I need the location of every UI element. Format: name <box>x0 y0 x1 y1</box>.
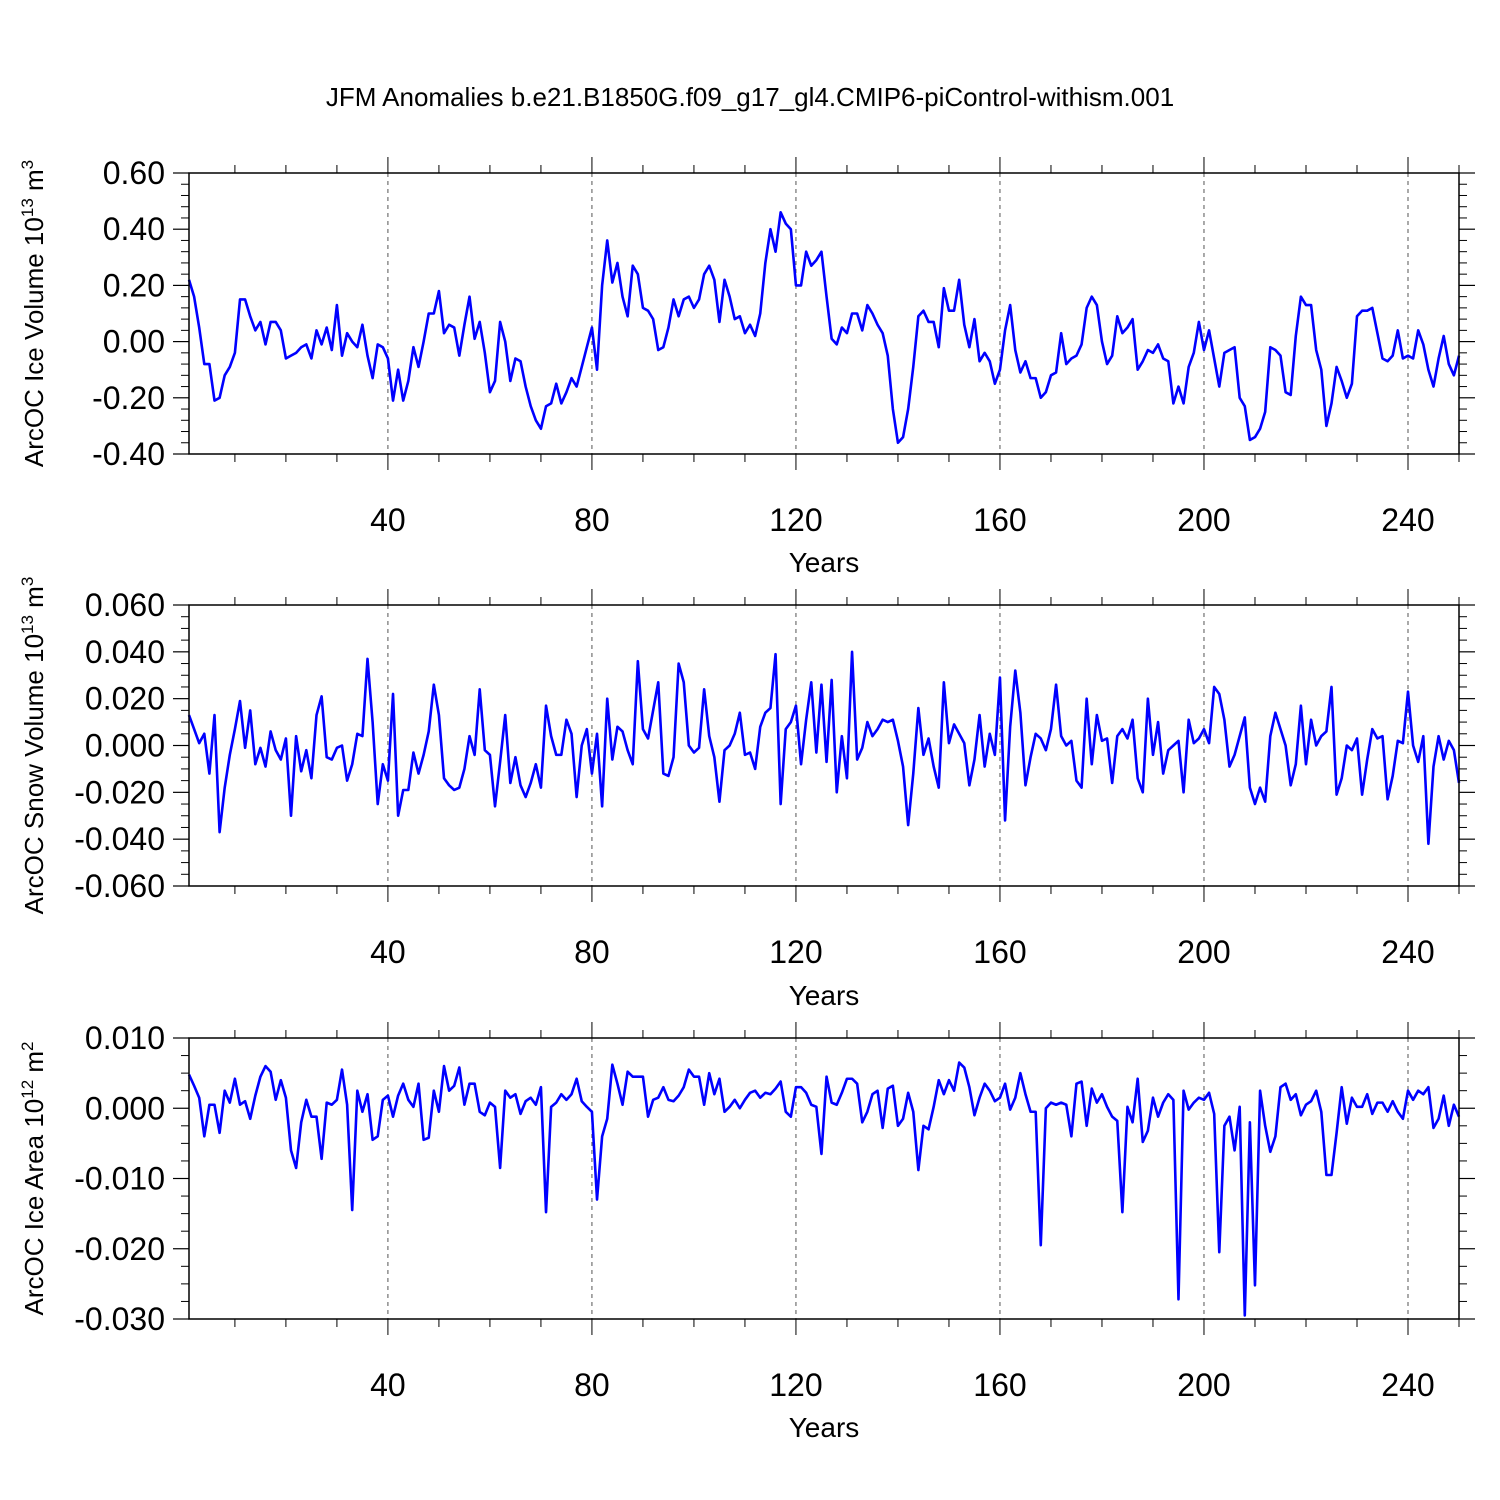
y-tick-label: 0.000 <box>85 1090 165 1126</box>
x-tick-label: 40 <box>370 502 406 538</box>
x-axis-label: Years <box>789 1412 860 1443</box>
x-axis-label: Years <box>789 980 860 1011</box>
x-tick-label: 200 <box>1177 502 1230 538</box>
series-line <box>187 650 1461 846</box>
y-tick-label: 0.040 <box>85 634 165 670</box>
y-tick-label: -0.40 <box>92 436 165 472</box>
x-tick-label: 160 <box>973 502 1026 538</box>
y-tick-label: 0.00 <box>103 324 165 360</box>
x-tick-label: 80 <box>574 502 610 538</box>
series-line <box>187 211 1461 445</box>
x-tick-label: 160 <box>973 1367 1026 1403</box>
panel-1: -0.40 -0.20 0.00 0.20 0.40 0.60 40 80 120 160 200 2… <box>18 155 1475 578</box>
panel-2: -0.060 -0.040 -0.020 0.000 0.020 0.040 0.060 40… <box>18 577 1475 1011</box>
y-tick-label: -0.020 <box>74 774 165 810</box>
x-tick-label: 200 <box>1177 934 1230 970</box>
y-tick-label: -0.060 <box>74 868 165 904</box>
panels: -0.40 -0.20 0.00 0.20 0.40 0.60 40 80 120 160 200 2… <box>18 155 1475 1443</box>
x-tick-label: 120 <box>769 934 822 970</box>
y-tick-label: -0.040 <box>74 821 165 857</box>
plot-frame <box>188 172 1460 455</box>
x-tick-label: 120 <box>769 502 822 538</box>
x-tick-label: 240 <box>1381 934 1434 970</box>
panel-3: -0.030 -0.020 -0.010 0.000 0.010 40 80 120 160 20… <box>18 1020 1475 1443</box>
y-tick-label: -0.010 <box>74 1161 165 1197</box>
x-tick-label: 160 <box>973 934 1026 970</box>
x-tick-label: 240 <box>1381 502 1434 538</box>
series-line <box>187 1061 1461 1317</box>
y-axis-label: ArcOC Ice Volume 1013 m3 <box>18 160 49 467</box>
plot-frame <box>188 604 1460 887</box>
y-axis-label: ArcOC Ice Area 1012 m2 <box>18 1041 49 1315</box>
x-tick-label: 40 <box>370 934 406 970</box>
y-tick-label: 0.010 <box>85 1020 165 1056</box>
chart-title: JFM Anomalies b.e21.B1850G.f09_g17_gl4.C… <box>326 82 1174 112</box>
y-tick-label: 0.000 <box>85 728 165 764</box>
y-axis-label: ArcOC Snow Volume 1013 m3 <box>18 577 49 915</box>
y-tick-label: 0.020 <box>85 681 165 717</box>
x-tick-label: 200 <box>1177 1367 1230 1403</box>
y-tick-label: 0.20 <box>103 267 165 303</box>
y-tick-label: -0.030 <box>74 1301 165 1337</box>
x-axis-label: Years <box>789 547 860 578</box>
x-tick-label: 80 <box>574 934 610 970</box>
x-tick-label: 80 <box>574 1367 610 1403</box>
y-tick-label: -0.20 <box>92 380 165 416</box>
y-tick-label: 0.060 <box>85 587 165 623</box>
plot-frame <box>188 1037 1460 1320</box>
y-tick-label: 0.60 <box>103 155 165 191</box>
y-tick-label: -0.020 <box>74 1231 165 1267</box>
x-tick-label: 240 <box>1381 1367 1434 1403</box>
x-tick-label: 120 <box>769 1367 822 1403</box>
y-tick-label: 0.40 <box>103 211 165 247</box>
x-tick-label: 40 <box>370 1367 406 1403</box>
